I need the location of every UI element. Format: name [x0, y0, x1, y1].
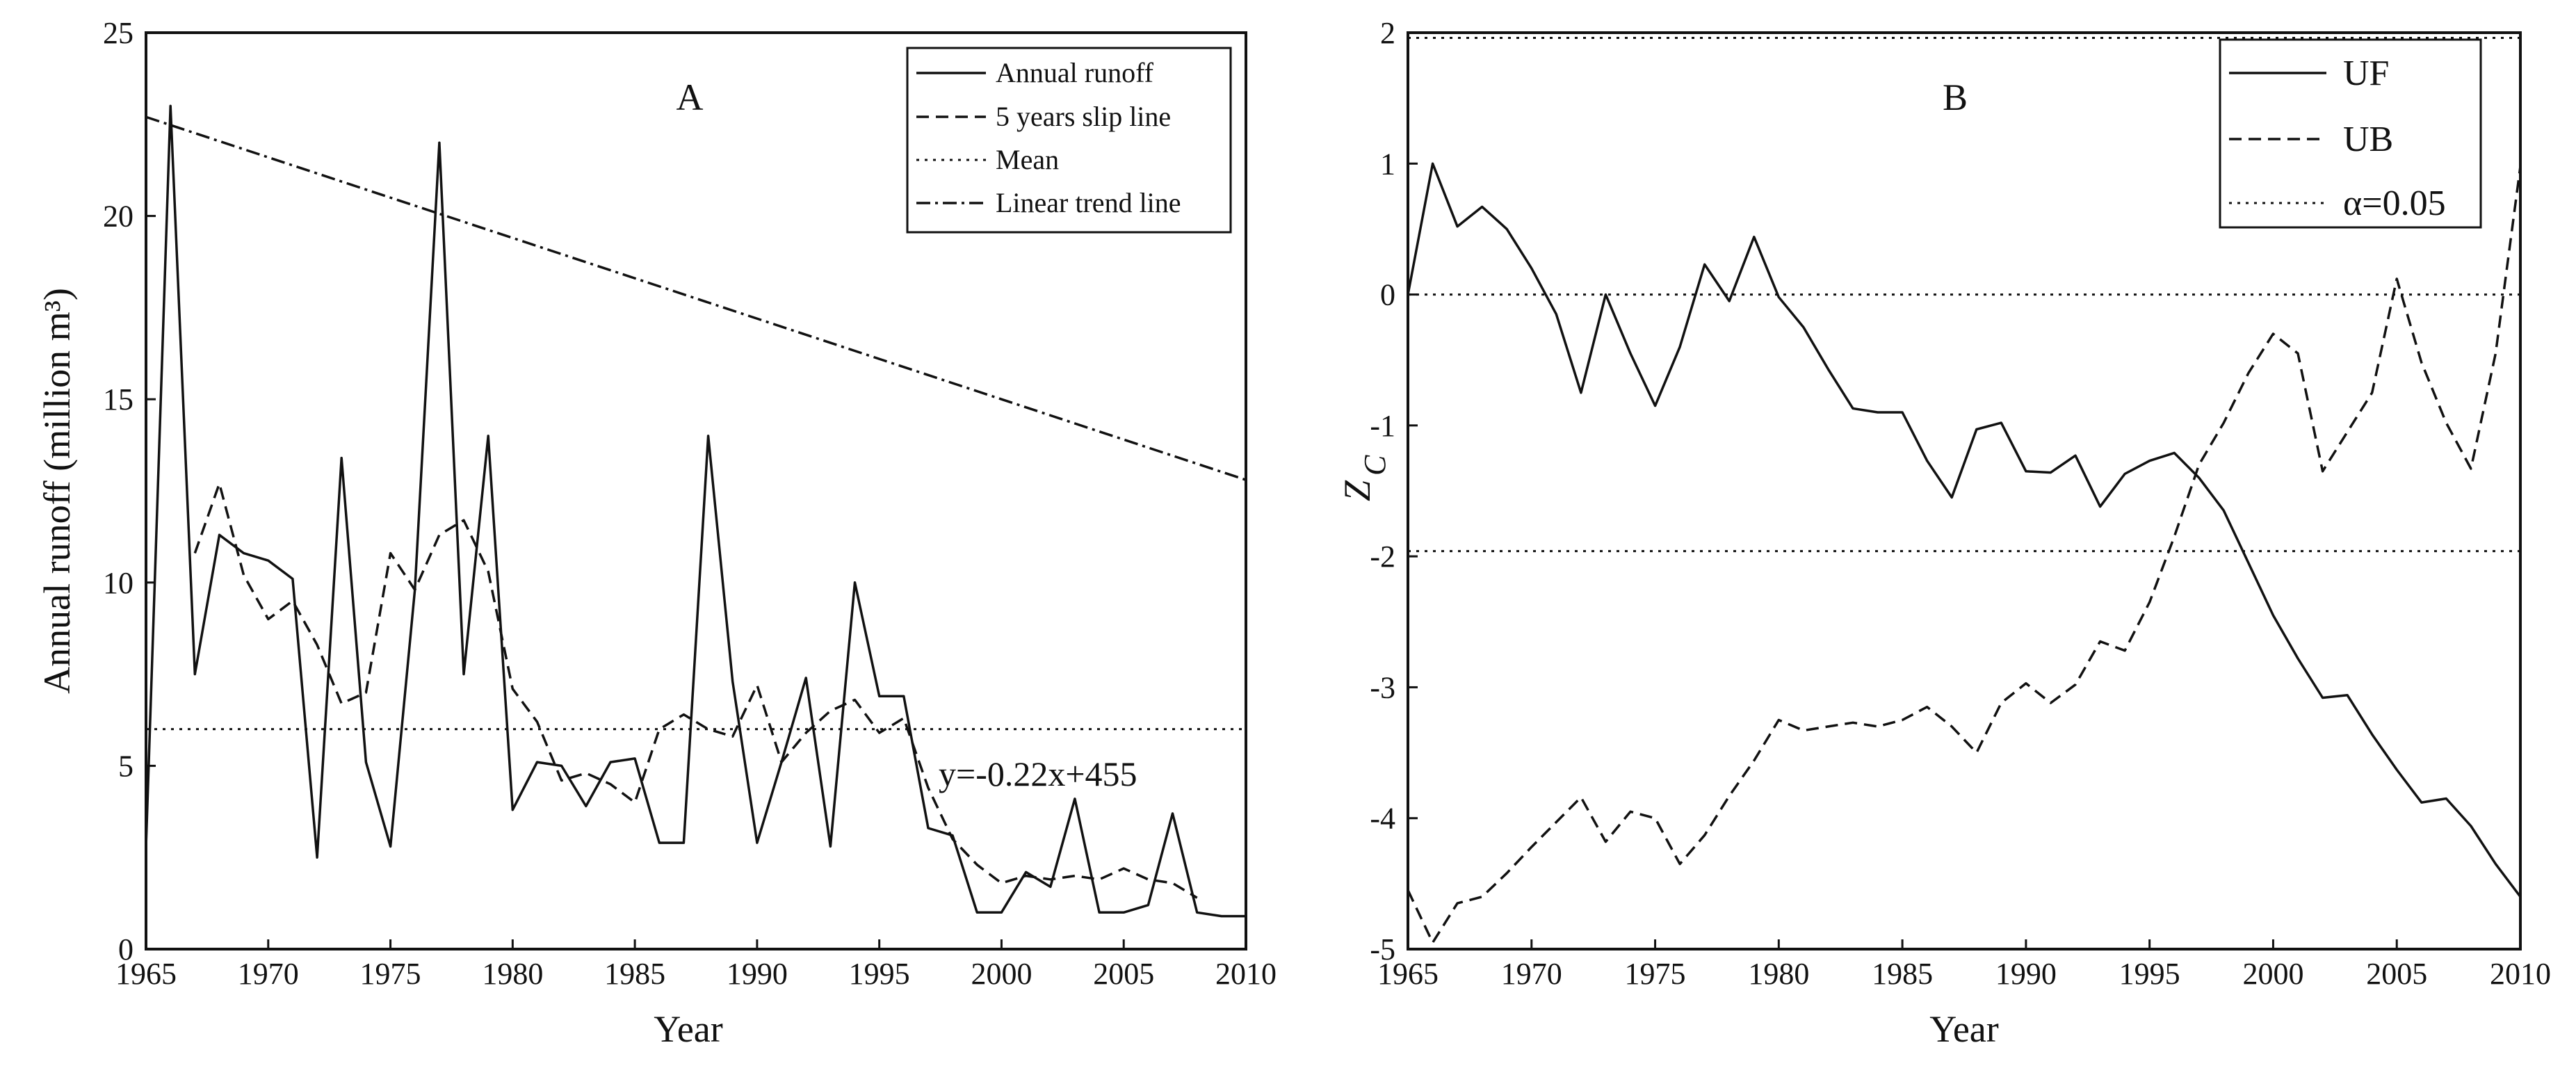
panel-b-x-axis-title: Year — [1929, 1008, 1999, 1050]
panel-b-x-tick-label: 1980 — [1748, 957, 1809, 991]
series-line-5-years-slip-line — [193, 482, 1198, 899]
panel-b-frame — [1407, 31, 2522, 950]
panel-a: 1965 1970 1975 1980 1985 1990 1995 2000 2005 2010… — [36, 16, 1277, 1050]
panel-a-legend: Annual runoff 5 years slip line Mean Lin… — [906, 47, 1232, 234]
panel-b-x-tick-label: 2010 — [2490, 957, 2551, 991]
panel-b-x-tick-label: 2000 — [2242, 957, 2303, 991]
panel-b-y-tick-label: -3 — [1370, 670, 1395, 704]
legend-label-mean: Mean — [996, 144, 1059, 175]
panel-b-x-tick-label: 1970 — [1501, 957, 1562, 991]
panel-a-x-tick-label: 1975 — [360, 957, 421, 991]
panel-a-x-tick-label: 1980 — [482, 957, 543, 991]
panel-a-y-tick-label: 5 — [118, 749, 133, 783]
panel-b-x-tick-label: 1965 — [1377, 957, 1439, 991]
legend-label-trend: Linear trend line — [996, 187, 1181, 218]
panel-a-legend-box — [906, 47, 1232, 234]
panel-b-y-tick-label: -5 — [1370, 932, 1395, 966]
panel-b: 1965 1970 1975 1980 1985 1990 1995 2000 2005 2010… — [1336, 16, 2551, 1050]
panel-b-y-axis-title: Z C — [1336, 455, 1392, 501]
panel-b-legend: UF UB α=0.05 — [2219, 38, 2482, 229]
panel-a-x-tick-label: 2000 — [971, 957, 1032, 991]
panel-b-ticks: 1965 1970 1975 1980 1985 1990 1995 2000 2005 2010… — [1370, 16, 2551, 991]
panel-a-y-axis-title: Annual runoff (million m³) — [36, 288, 78, 694]
panel-b-x-tick-label: 1990 — [1995, 957, 2057, 991]
panel-a-x-tick-label: 1995 — [849, 957, 910, 991]
panel-a-y-tick-label: 20 — [103, 200, 133, 234]
panel-a-y-tick-label: 15 — [103, 382, 133, 416]
panel-a-x-tick-label: 1990 — [727, 957, 788, 991]
panel-a-y-tick-label: 0 — [118, 932, 133, 966]
legend-label-uf: UF — [2343, 54, 2389, 93]
panel-a-label: A — [677, 76, 704, 118]
legend-label-ub: UB — [2343, 120, 2393, 159]
series-line-uf — [1407, 162, 2522, 898]
trend-equation-annotation: y=-0.22x+455 — [939, 754, 1137, 793]
panel-b-x-tick-label: 1975 — [1625, 957, 1686, 991]
panel-b-y-tick-label: -2 — [1370, 540, 1395, 574]
series-line-annual-runoff — [145, 104, 1246, 918]
panel-b-series — [1407, 162, 2522, 944]
legend-label-annual-runoff: Annual runoff — [996, 57, 1154, 88]
panel-b-x-tick-label: 2005 — [2366, 957, 2427, 991]
panel-b-y-tick-label: 2 — [1380, 16, 1395, 50]
panel-a-x-tick-label: 2005 — [1093, 957, 1154, 991]
panel-a-ticks: 1965 1970 1975 1980 1985 1990 1995 2000 2005 2010… — [103, 16, 1277, 991]
panel-b-reference-lines — [1408, 37, 2520, 553]
panel-a-y-tick-label: 25 — [103, 16, 133, 50]
series-line-ub — [1407, 165, 2522, 944]
panel-a-x-axis-title: Year — [654, 1008, 723, 1050]
panel-a-y-tick-label: 10 — [103, 566, 133, 600]
panel-b-label: B — [1943, 76, 1968, 118]
panel-b-legend-box — [2219, 38, 2482, 229]
series-line-linear-trend-line — [145, 115, 1247, 481]
panel-b-y-axis-title-subscript: C — [1358, 455, 1392, 476]
panel-b-y-tick-label: 0 — [1380, 278, 1395, 312]
panel-a-x-tick-label: 1970 — [238, 957, 299, 991]
panel-a-x-tick-label: 1965 — [115, 957, 177, 991]
panel-b-x-tick-label: 1995 — [2119, 957, 2180, 991]
panel-a-x-tick-label: 1985 — [604, 957, 665, 991]
panel-b-y-tick-label: 1 — [1380, 147, 1395, 181]
panel-a-x-tick-label: 2010 — [1215, 957, 1277, 991]
legend-label-slip-line: 5 years slip line — [996, 101, 1171, 132]
panel-b-x-tick-label: 1985 — [1872, 957, 1933, 991]
panel-a-frame — [145, 31, 1247, 950]
panel-b-y-tick-label: -4 — [1370, 802, 1395, 836]
panel-a-series — [145, 104, 1247, 918]
panel-b-y-tick-label: -1 — [1370, 409, 1395, 443]
legend-label-alpha: α=0.05 — [2343, 184, 2446, 223]
panel-b-y-axis-title-main: Z — [1336, 480, 1378, 501]
